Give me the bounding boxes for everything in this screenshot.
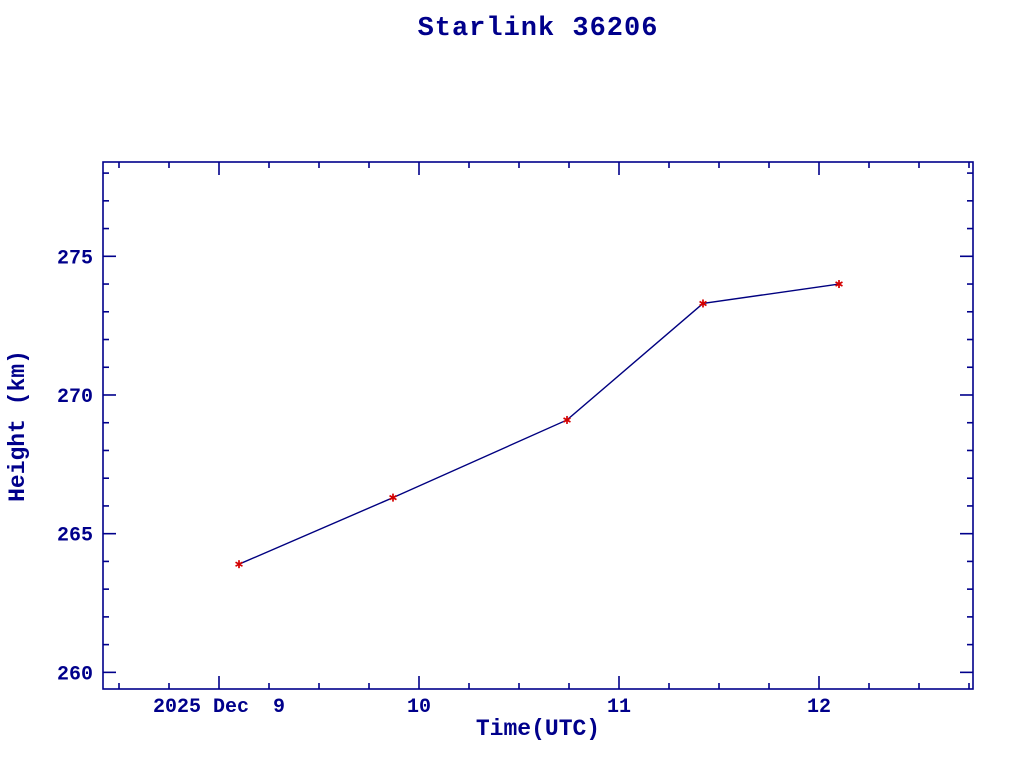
x-tick-label: 11 bbox=[607, 696, 631, 719]
data-line bbox=[238, 283, 840, 565]
y-tick-label: 275 bbox=[57, 247, 93, 270]
data-point-marker bbox=[389, 493, 397, 502]
marker-center-dot bbox=[391, 496, 395, 500]
plot-frame bbox=[102, 161, 974, 690]
x-tick-label: 12 bbox=[807, 696, 831, 719]
marker-center-dot bbox=[837, 282, 841, 286]
marker-center-dot bbox=[565, 418, 569, 422]
y-tick-label: 265 bbox=[57, 525, 93, 548]
x-tick-label: 10 bbox=[407, 696, 431, 719]
x-tick-label: 2025 Dec 9 bbox=[153, 696, 285, 719]
y-tick-label: 260 bbox=[57, 663, 93, 686]
data-point-marker bbox=[835, 280, 843, 289]
y-tick-label: 270 bbox=[57, 386, 93, 409]
data-point-marker bbox=[235, 560, 243, 569]
x-axis-title: Time(UTC) bbox=[475, 716, 601, 742]
data-point-marker bbox=[699, 299, 707, 308]
data-point-marker bbox=[563, 415, 571, 424]
marker-center-dot bbox=[701, 302, 705, 305]
chart-title: Starlink 36206 bbox=[417, 14, 659, 44]
marker-center-dot bbox=[237, 562, 241, 566]
